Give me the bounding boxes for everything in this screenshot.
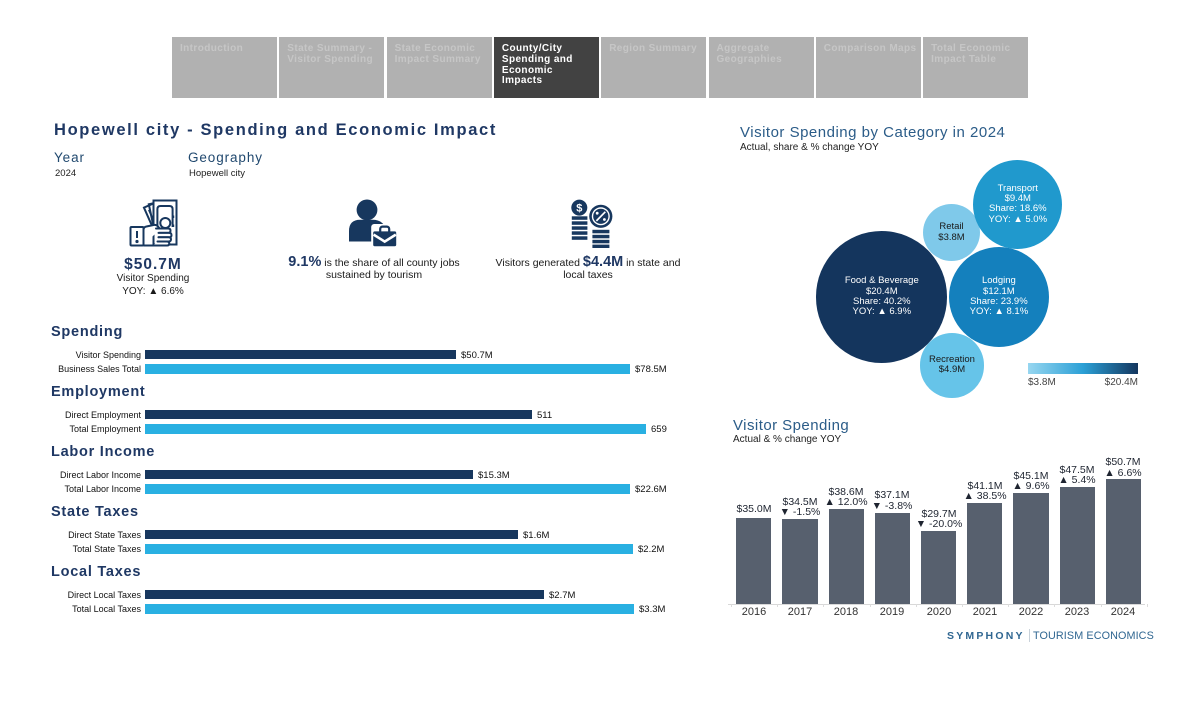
svg-text:$: $ bbox=[576, 202, 582, 214]
